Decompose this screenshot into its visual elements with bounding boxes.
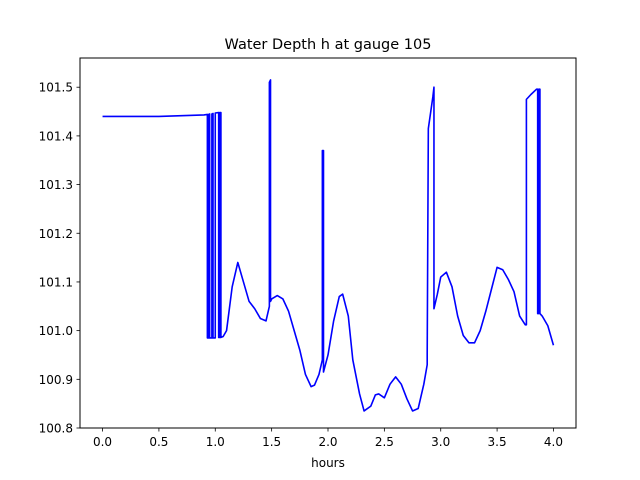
x-tick-label: 0.5 (149, 435, 168, 449)
y-tick-label: 101.0 (39, 324, 73, 338)
y-tick-label: 101.1 (39, 275, 73, 289)
x-tick-label: 4.0 (544, 435, 563, 449)
series-line-0 (102, 79, 555, 412)
y-tick-label: 101.3 (39, 178, 73, 192)
x-tick-label: 1.5 (262, 435, 281, 449)
y-tick-label: 101.5 (39, 81, 73, 95)
x-axis-label: hours (311, 456, 345, 470)
x-tick-label: 1.0 (206, 435, 225, 449)
y-tick-label: 101.2 (39, 227, 73, 241)
y-tick-label: 101.4 (39, 129, 73, 143)
x-tick-label: 2.5 (375, 435, 394, 449)
y-tick-label: 100.9 (39, 373, 73, 387)
data-series-group (102, 79, 555, 412)
x-tick-label: 0.0 (93, 435, 112, 449)
y-tick-label: 100.8 (39, 422, 73, 436)
x-axis: 0.0 0.5 1.0 1.5 2.0 2.5 3.0 3.5 4.0 (93, 428, 563, 449)
x-tick-label: 3.5 (488, 435, 507, 449)
x-tick-label: 2.0 (318, 435, 337, 449)
y-axis: 100.8 100.9 101.0 101.1 101.2 101.3 101.4 101.5 (39, 81, 80, 436)
x-tick-label: 3.0 (431, 435, 450, 449)
chart-title: Water Depth h at gauge 105 (225, 37, 432, 53)
